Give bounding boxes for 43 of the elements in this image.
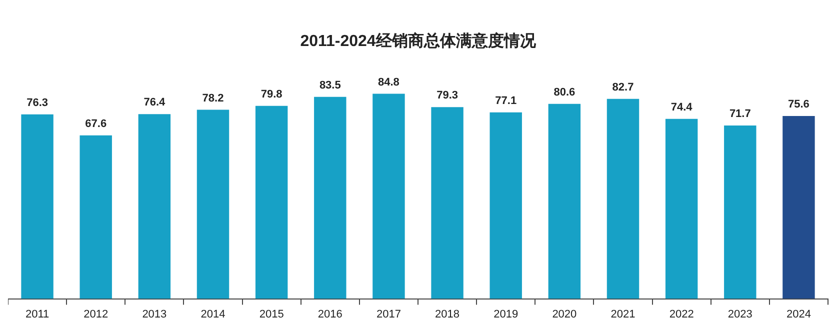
chart-title: 2011-2024经销商总体满意度情况: [300, 31, 537, 50]
x-tick-label: 2012: [84, 308, 108, 320]
x-tick-label: 2021: [610, 308, 636, 320]
x-tick-label: 2020: [552, 308, 577, 320]
data-label: 74.4: [670, 101, 694, 114]
data-label: 77.1: [495, 94, 517, 107]
x-tick-label: 2011: [25, 308, 50, 320]
bar: [196, 110, 230, 299]
bar: [724, 125, 756, 299]
data-label: 83.5: [319, 79, 341, 92]
x-tick-label: 2019: [494, 308, 518, 320]
data-label: 78.2: [202, 92, 224, 104]
bar: [314, 96, 346, 299]
x-tick-label: 2022: [669, 308, 694, 320]
bar: [138, 114, 171, 299]
bar: [782, 116, 815, 299]
bar: [665, 118, 698, 299]
data-label: 76.4: [144, 96, 166, 109]
data-label: 71.7: [729, 108, 751, 120]
data-label: 79.3: [436, 90, 458, 102]
data-label: 80.6: [554, 86, 576, 98]
x-tick-label: 2017: [376, 308, 401, 320]
bar: [255, 106, 288, 299]
x-tick-label: 2023: [728, 308, 752, 320]
data-label: 75.6: [788, 98, 810, 111]
bar: [606, 98, 640, 299]
bar: [80, 135, 112, 299]
bar: [431, 107, 464, 299]
x-tick-label: 2016: [318, 308, 342, 320]
x-tick-label: 2015: [259, 308, 284, 320]
x-tick-label: 2013: [142, 308, 167, 320]
x-tick-label: 2024: [786, 308, 811, 320]
data-label: 76.3: [26, 96, 48, 109]
x-tick-label: 2018: [435, 308, 460, 320]
data-label: 82.7: [612, 81, 634, 94]
bar: [372, 94, 405, 299]
x-tick-label: 2014: [200, 308, 226, 320]
bar: [21, 114, 54, 299]
data-label: 67.6: [85, 118, 107, 130]
data-label: 79.8: [260, 88, 282, 100]
bar: [490, 112, 522, 299]
bar: [548, 104, 581, 299]
data-label: 84.8: [378, 76, 400, 88]
